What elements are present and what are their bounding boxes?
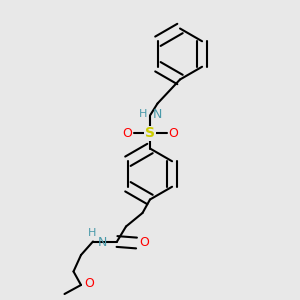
Text: S: S xyxy=(145,127,155,140)
Text: N: N xyxy=(98,236,107,250)
Text: O: O xyxy=(84,277,94,290)
Text: H: H xyxy=(139,109,147,119)
Text: H: H xyxy=(88,229,96,238)
Text: O: O xyxy=(139,236,149,250)
Text: O: O xyxy=(122,127,132,140)
Text: O: O xyxy=(168,127,178,140)
Text: N: N xyxy=(153,107,162,121)
